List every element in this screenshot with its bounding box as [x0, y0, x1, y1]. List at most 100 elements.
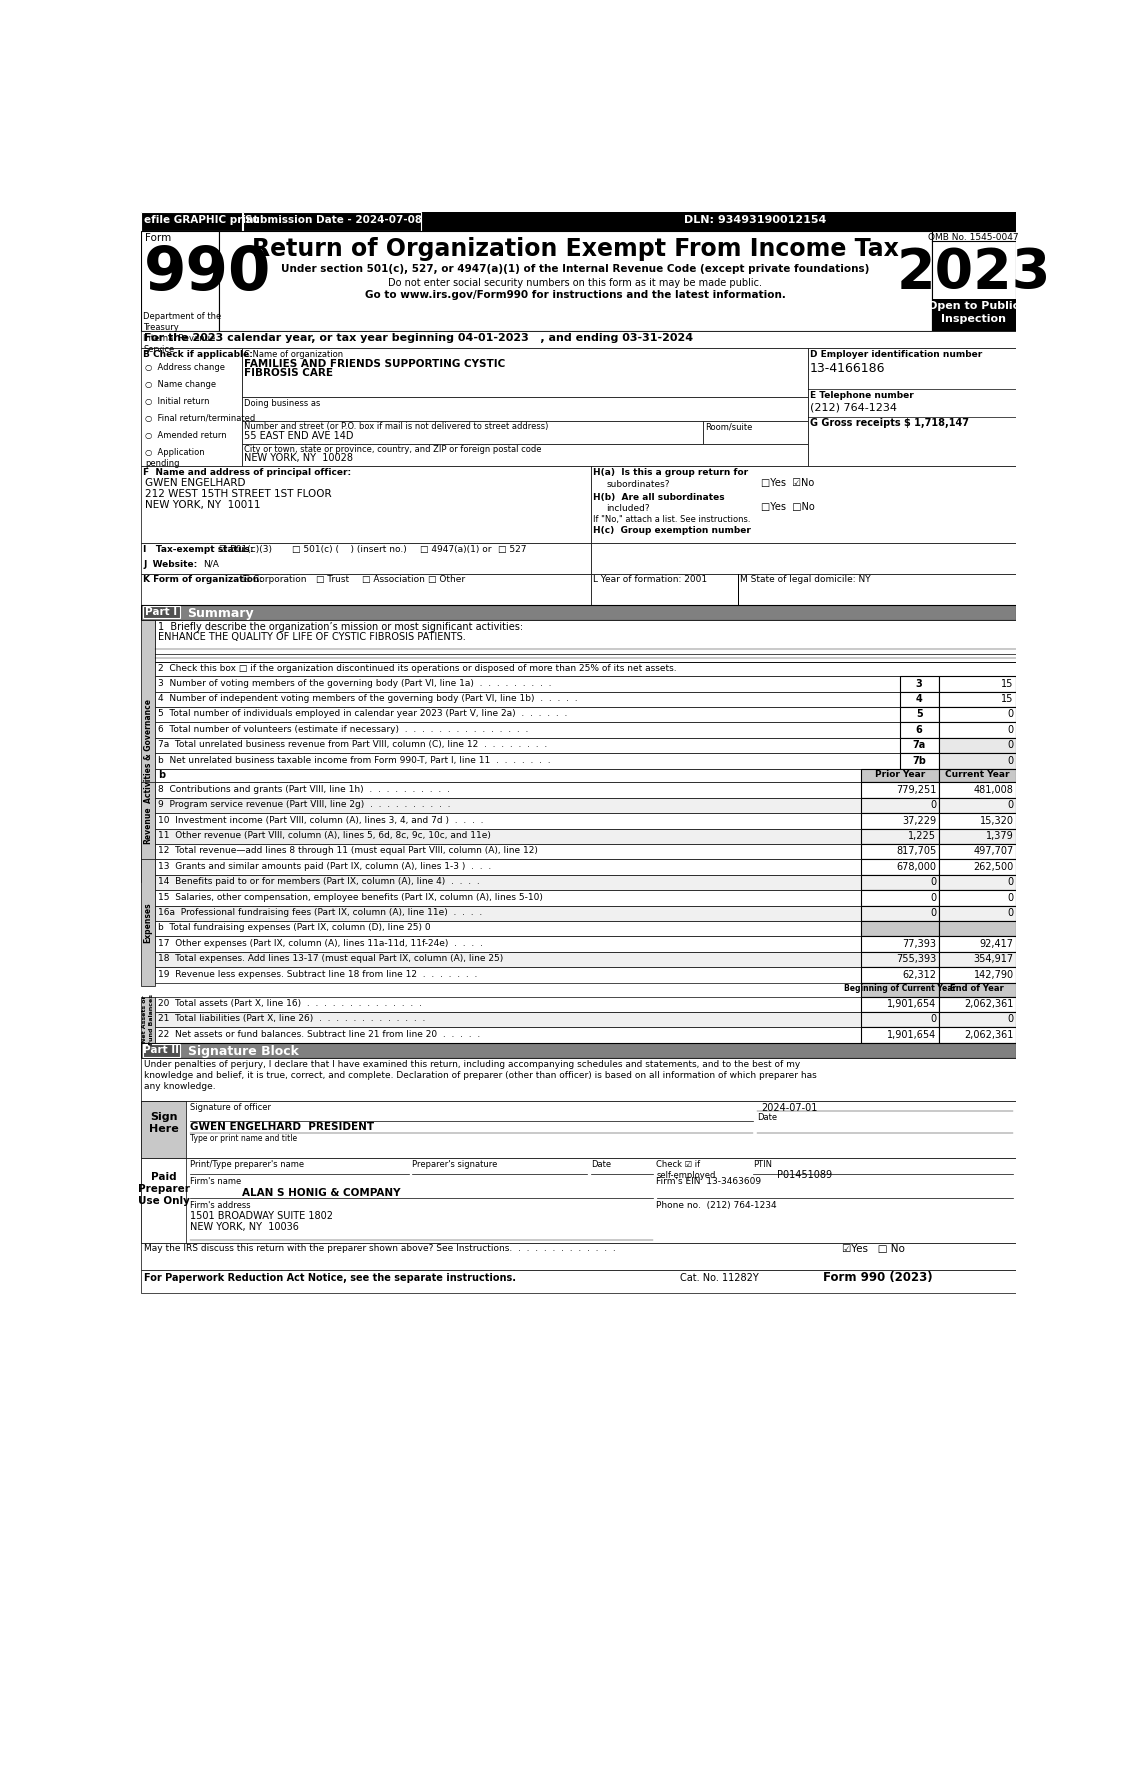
Text: 5: 5 — [916, 710, 922, 719]
Text: 17  Other expenses (Part IX, column (A), lines 11a-11d, 11f-24e)  .  .  .  .: 17 Other expenses (Part IX, column (A), … — [158, 940, 483, 948]
Text: 0: 0 — [1008, 740, 1014, 751]
Bar — [938, 860, 1016, 874]
Bar — [938, 706, 1016, 722]
Bar — [590, 466, 1016, 542]
Bar — [590, 574, 1016, 604]
Text: 0: 0 — [1008, 892, 1014, 902]
Bar — [861, 768, 938, 782]
Text: □ 501(c) (    ) (insert no.): □ 501(c) ( ) (insert no.) — [292, 544, 406, 553]
Text: 497,707: 497,707 — [973, 846, 1014, 857]
Text: ○  Final return/terminated: ○ Final return/terminated — [145, 413, 255, 422]
Bar — [938, 922, 1016, 936]
Bar — [155, 782, 861, 798]
Bar — [861, 828, 938, 844]
Text: 755,393: 755,393 — [896, 954, 936, 964]
Text: 0: 0 — [1008, 908, 1014, 918]
Text: efile GRAPHIC print: efile GRAPHIC print — [145, 215, 259, 224]
Text: For Paperwork Reduction Act Notice, see the separate instructions.: For Paperwork Reduction Act Notice, see … — [145, 1273, 516, 1282]
Bar — [155, 754, 900, 768]
Bar — [938, 722, 1016, 738]
Text: 0: 0 — [930, 1014, 936, 1024]
Bar — [938, 782, 1016, 798]
Bar — [242, 420, 703, 443]
Bar — [141, 1158, 1016, 1243]
Text: ☑ 501(c)(3): ☑ 501(c)(3) — [219, 544, 272, 553]
Bar — [938, 738, 1016, 754]
Text: □ Association: □ Association — [362, 576, 425, 585]
Bar — [938, 874, 1016, 890]
Bar — [155, 936, 861, 952]
Text: Open to Public
Inspection: Open to Public Inspection — [928, 302, 1019, 323]
Text: 55 EAST END AVE 14D: 55 EAST END AVE 14D — [244, 431, 353, 440]
Text: 4  Number of independent voting members of the governing body (Part VI, line 1b): 4 Number of independent voting members o… — [158, 694, 578, 703]
Bar — [141, 1058, 1016, 1100]
Text: For the 2023 calendar year, or tax year beginning 04-01-2023   , and ending 03-3: For the 2023 calendar year, or tax year … — [145, 332, 693, 343]
Text: Department of the
Treasury
Internal Revenue
Service: Department of the Treasury Internal Reve… — [143, 313, 221, 355]
Text: 2023: 2023 — [896, 245, 1051, 300]
Bar — [938, 906, 1016, 922]
Bar — [141, 604, 1016, 620]
Text: D Employer identification number: D Employer identification number — [809, 350, 982, 358]
Bar — [141, 231, 219, 332]
Text: 14  Benefits paid to or for members (Part IX, column (A), line 4)  .  .  .  .: 14 Benefits paid to or for members (Part… — [158, 878, 480, 887]
Text: NEW YORK, NY  10011: NEW YORK, NY 10011 — [145, 500, 261, 510]
Bar — [931, 298, 1016, 332]
Text: Current Year: Current Year — [945, 770, 1009, 779]
Bar — [938, 676, 1016, 692]
Bar — [155, 996, 861, 1012]
Text: 0: 0 — [1008, 878, 1014, 887]
Text: ENHANCE THE QUALITY OF LIFE OF CYSTIC FIBROSIS PATIENTS.: ENHANCE THE QUALITY OF LIFE OF CYSTIC FI… — [158, 632, 466, 643]
Text: 1,901,654: 1,901,654 — [887, 1000, 936, 1008]
Bar — [141, 1243, 1016, 1270]
Text: subordinates?: subordinates? — [606, 480, 669, 489]
Text: □Yes  ☑No: □Yes ☑No — [761, 477, 814, 487]
Bar — [155, 968, 861, 982]
Text: 1,225: 1,225 — [908, 832, 936, 841]
Bar — [900, 692, 938, 706]
Text: 22  Net assets or fund balances. Subtract line 21 from line 20  .  .  .  .  .: 22 Net assets or fund balances. Subtract… — [158, 1030, 481, 1038]
Text: Room/suite: Room/suite — [706, 422, 753, 431]
Text: ○  Initial return: ○ Initial return — [145, 397, 210, 406]
Bar — [938, 754, 1016, 768]
Text: Preparer's signature: Preparer's signature — [412, 1160, 498, 1169]
Bar — [861, 906, 938, 922]
Bar — [861, 982, 938, 996]
Bar — [938, 844, 1016, 860]
Bar — [141, 1042, 1016, 1058]
Bar — [219, 231, 931, 332]
Text: 3: 3 — [916, 678, 922, 689]
Bar — [861, 922, 938, 936]
Text: 21  Total liabilities (Part X, line 26)  .  .  .  .  .  .  .  .  .  .  .  .  .: 21 Total liabilities (Part X, line 26) .… — [158, 1014, 426, 1023]
Text: 1501 BROADWAY SUITE 1802: 1501 BROADWAY SUITE 1802 — [190, 1211, 333, 1222]
Bar — [155, 662, 1016, 676]
Text: H(c)  Group exemption number: H(c) Group exemption number — [593, 526, 751, 535]
Text: 16a  Professional fundraising fees (Part IX, column (A), line 11e)  .  .  .  .: 16a Professional fundraising fees (Part … — [158, 908, 482, 917]
Text: Firm's EIN  13-3463609: Firm's EIN 13-3463609 — [656, 1178, 762, 1187]
Bar — [938, 1028, 1016, 1042]
Bar — [155, 706, 900, 722]
Text: 1,901,654: 1,901,654 — [887, 1030, 936, 1040]
Text: J  Website:: J Website: — [143, 560, 198, 569]
Bar — [861, 952, 938, 968]
Text: 212 WEST 15TH STREET 1ST FLOOR: 212 WEST 15TH STREET 1ST FLOOR — [145, 489, 332, 500]
Text: If "No," attach a list. See instructions.: If "No," attach a list. See instructions… — [593, 514, 751, 523]
Text: Summary: Summary — [187, 608, 254, 620]
Text: Paid
Preparer
Use Only: Paid Preparer Use Only — [138, 1171, 190, 1206]
Text: 354,917: 354,917 — [973, 954, 1014, 964]
Text: ○  Name change: ○ Name change — [145, 380, 216, 389]
Bar — [938, 968, 1016, 982]
Bar — [861, 996, 938, 1012]
Text: ○  Amended return: ○ Amended return — [145, 431, 227, 440]
Bar — [155, 620, 1016, 662]
Text: N/A: N/A — [203, 560, 219, 569]
Bar — [861, 874, 938, 890]
Text: 13-4166186: 13-4166186 — [809, 362, 885, 374]
Bar — [155, 952, 861, 968]
Text: FAMILIES AND FRIENDS SUPPORTING CYSTIC: FAMILIES AND FRIENDS SUPPORTING CYSTIC — [244, 358, 506, 369]
Text: □ Other: □ Other — [428, 576, 465, 585]
Bar — [155, 828, 861, 844]
Bar — [141, 542, 590, 574]
Text: 9  Program service revenue (Part VIII, line 2g)  .  .  .  .  .  .  .  .  .  .: 9 Program service revenue (Part VIII, li… — [158, 800, 450, 809]
Text: K Form of organization:: K Form of organization: — [143, 576, 263, 585]
Text: G Gross receipts $ 1,718,147: G Gross receipts $ 1,718,147 — [809, 419, 969, 429]
